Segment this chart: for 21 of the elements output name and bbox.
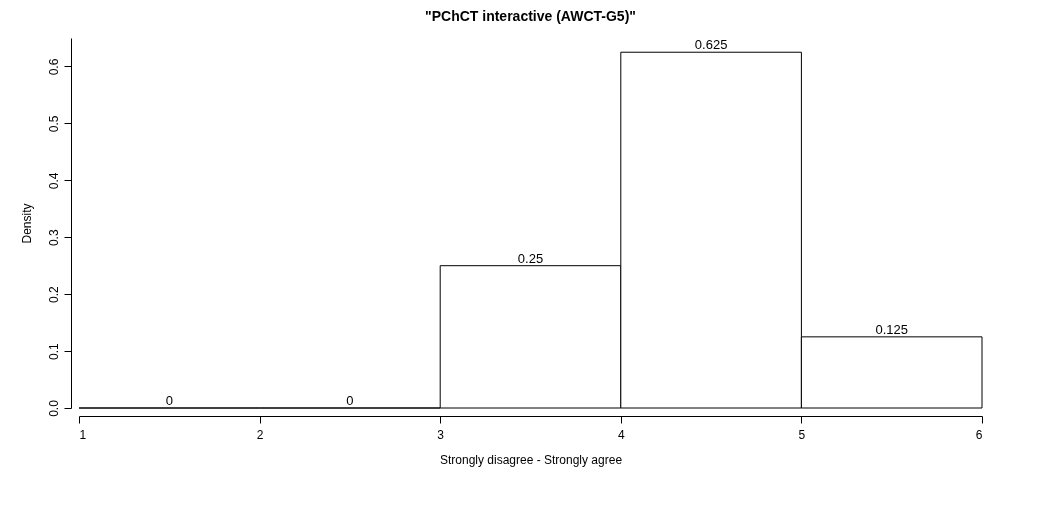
x-tick-label: 2 xyxy=(256,427,264,442)
data-label: 0 xyxy=(165,393,173,408)
y-tick-label: 0.6 xyxy=(46,58,61,76)
x-tick-label: 5 xyxy=(798,427,806,442)
y-tick-label: 0.5 xyxy=(46,115,61,133)
data-label: 0.625 xyxy=(694,37,728,53)
data-label: 0 xyxy=(346,393,354,408)
y-tick-label: 0.0 xyxy=(46,399,61,417)
x-tick-label: 3 xyxy=(437,427,445,442)
data-label: 0.25 xyxy=(517,250,544,266)
y-tick-label: 0.3 xyxy=(46,229,61,247)
y-tick-label: 0.2 xyxy=(46,285,61,303)
x-tick-label: 6 xyxy=(975,427,983,442)
y-tick-label: 0.4 xyxy=(46,172,61,190)
x-tick-label: 1 xyxy=(79,427,87,442)
chart-title: "PChCT interactive (AWCT-G5)" xyxy=(425,8,636,24)
y-axis-title: Density xyxy=(19,203,34,244)
x-tick-label: 4 xyxy=(617,427,625,442)
x-axis-title: Strongly disagree - Strongly agree xyxy=(439,452,623,467)
data-label: 0.125 xyxy=(875,321,908,337)
y-tick-label: 0.1 xyxy=(46,342,61,360)
